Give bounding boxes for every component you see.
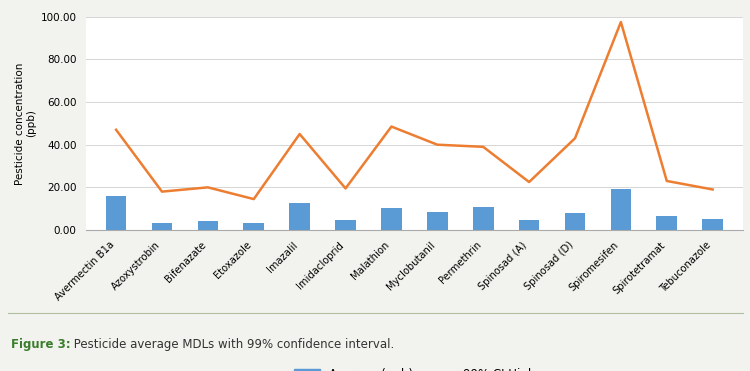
Y-axis label: Pesticide concentration
(ppb): Pesticide concentration (ppb) (15, 62, 36, 184)
Bar (106, 196, 127, 230)
Bar (656, 216, 677, 230)
Bar (197, 221, 218, 230)
Bar (610, 190, 632, 230)
Bar (702, 219, 723, 230)
Bar (290, 203, 310, 230)
Text: Pesticide average MDLs with 99% confidence interval.: Pesticide average MDLs with 99% confiden… (70, 338, 394, 351)
Bar (244, 223, 264, 230)
Bar (427, 212, 448, 230)
Bar (335, 220, 356, 230)
Bar (152, 223, 172, 230)
Bar (381, 208, 402, 230)
Bar (519, 220, 539, 230)
Bar (473, 207, 494, 230)
Bar (565, 213, 585, 230)
Text: Figure 3:: Figure 3: (11, 338, 70, 351)
Legend: Average (ppb), 99% CI High: Average (ppb), 99% CI High (294, 368, 535, 371)
